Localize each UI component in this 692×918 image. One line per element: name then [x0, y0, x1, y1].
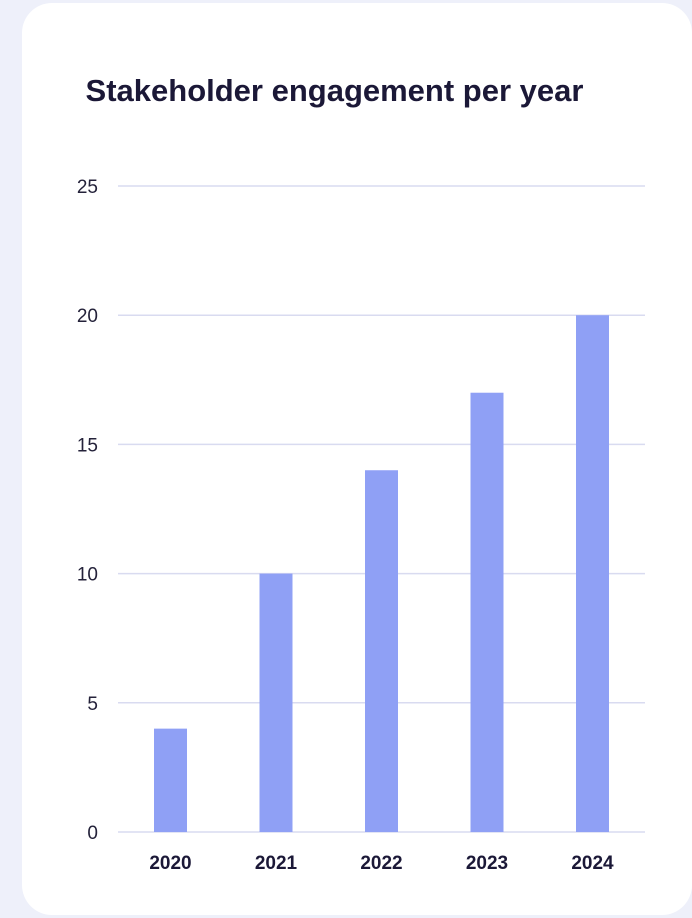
x-tick-label: 2020 [149, 853, 191, 874]
y-tick-label: 15 [77, 435, 98, 456]
y-axis-ticks: 0 5 10 15 20 25 [77, 177, 98, 844]
bar-2022 [365, 470, 398, 832]
x-tick-label: 2021 [255, 853, 298, 874]
chart-title: Stakeholder engagement per year [85, 73, 584, 108]
y-tick-label: 25 [77, 177, 98, 198]
y-tick-label: 10 [77, 565, 98, 586]
bar-2020 [154, 728, 187, 832]
x-tick-label: 2023 [466, 853, 508, 874]
bars [154, 315, 609, 832]
x-tick-label: 2024 [571, 853, 614, 874]
bar-2023 [470, 392, 504, 832]
x-axis-ticks: 2020 2021 2022 2023 2024 [149, 853, 614, 874]
y-tick-label: 5 [87, 694, 98, 715]
y-tick-label: 20 [77, 306, 98, 327]
x-tick-label: 2022 [360, 853, 402, 874]
bar-2024 [576, 315, 609, 832]
bar-2021 [259, 573, 293, 832]
y-tick-label: 0 [87, 823, 98, 844]
